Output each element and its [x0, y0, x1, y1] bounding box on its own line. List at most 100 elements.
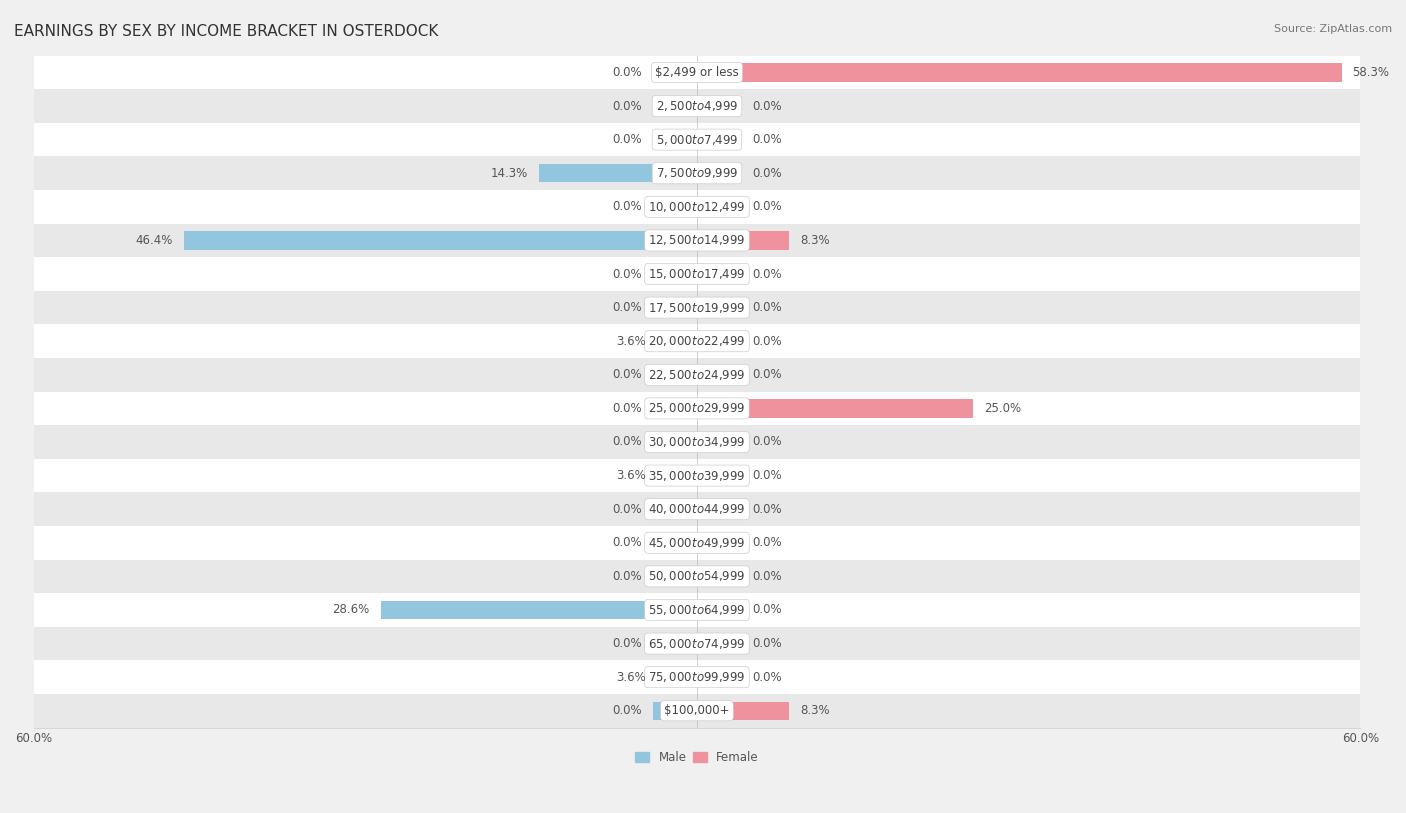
Bar [652, 198, 697, 216]
Bar [34, 224, 1361, 257]
Bar [652, 634, 697, 653]
Text: 0.0%: 0.0% [752, 537, 782, 550]
Text: 0.0%: 0.0% [612, 537, 641, 550]
Bar [697, 332, 741, 350]
Text: 0.0%: 0.0% [612, 402, 641, 415]
Text: $25,000 to $29,999: $25,000 to $29,999 [648, 402, 745, 415]
Bar [697, 366, 741, 384]
Text: 0.0%: 0.0% [752, 200, 782, 213]
Text: $65,000 to $74,999: $65,000 to $74,999 [648, 637, 745, 650]
Bar [697, 433, 741, 451]
Text: 8.3%: 8.3% [800, 234, 830, 247]
Bar [697, 198, 741, 216]
Bar [34, 89, 1361, 123]
Text: 0.0%: 0.0% [752, 368, 782, 381]
Text: 0.0%: 0.0% [612, 301, 641, 314]
Text: 0.0%: 0.0% [752, 570, 782, 583]
Bar [697, 668, 741, 686]
Bar [652, 702, 697, 720]
Text: 0.0%: 0.0% [612, 133, 641, 146]
Bar [697, 467, 741, 485]
Bar [652, 668, 697, 686]
Text: 0.0%: 0.0% [752, 99, 782, 112]
Text: $75,000 to $99,999: $75,000 to $99,999 [648, 670, 745, 685]
Text: 25.0%: 25.0% [984, 402, 1022, 415]
Text: 0.0%: 0.0% [612, 99, 641, 112]
Bar [34, 190, 1361, 224]
Text: 0.0%: 0.0% [752, 301, 782, 314]
Text: $100,000+: $100,000+ [664, 704, 730, 717]
Bar [381, 601, 697, 620]
Text: 0.0%: 0.0% [752, 502, 782, 515]
Bar [697, 97, 741, 115]
Bar [34, 324, 1361, 358]
Bar [538, 164, 697, 182]
Text: 3.6%: 3.6% [616, 469, 647, 482]
Text: $5,000 to $7,499: $5,000 to $7,499 [655, 133, 738, 146]
Bar [652, 332, 697, 350]
Text: 0.0%: 0.0% [612, 502, 641, 515]
Bar [697, 231, 789, 250]
Text: 28.6%: 28.6% [332, 603, 370, 616]
Bar [697, 130, 741, 149]
Bar [652, 467, 697, 485]
Bar [652, 500, 697, 519]
Text: $2,499 or less: $2,499 or less [655, 66, 738, 79]
Text: 0.0%: 0.0% [752, 167, 782, 180]
Text: 58.3%: 58.3% [1353, 66, 1389, 79]
Bar [697, 164, 741, 182]
Text: 46.4%: 46.4% [135, 234, 173, 247]
Text: $30,000 to $34,999: $30,000 to $34,999 [648, 435, 745, 449]
Bar [34, 493, 1361, 526]
Text: 0.0%: 0.0% [752, 267, 782, 280]
Text: $55,000 to $64,999: $55,000 to $64,999 [648, 603, 745, 617]
Text: 14.3%: 14.3% [491, 167, 527, 180]
Text: 3.6%: 3.6% [616, 671, 647, 684]
Text: $2,500 to $4,999: $2,500 to $4,999 [655, 99, 738, 113]
Text: EARNINGS BY SEX BY INCOME BRACKET IN OSTERDOCK: EARNINGS BY SEX BY INCOME BRACKET IN OST… [14, 24, 439, 39]
Bar [697, 601, 741, 620]
Bar [34, 593, 1361, 627]
Bar [697, 500, 741, 519]
Text: 0.0%: 0.0% [612, 66, 641, 79]
Text: 0.0%: 0.0% [612, 637, 641, 650]
Text: $17,500 to $19,999: $17,500 to $19,999 [648, 301, 745, 315]
Bar [697, 265, 741, 283]
Text: 0.0%: 0.0% [612, 368, 641, 381]
Bar [652, 366, 697, 384]
Text: Source: ZipAtlas.com: Source: ZipAtlas.com [1274, 24, 1392, 34]
Bar [652, 265, 697, 283]
Text: 0.0%: 0.0% [752, 335, 782, 348]
Text: 0.0%: 0.0% [752, 637, 782, 650]
Bar [34, 123, 1361, 156]
Bar [34, 291, 1361, 324]
Text: $20,000 to $22,499: $20,000 to $22,499 [648, 334, 745, 348]
Text: 0.0%: 0.0% [752, 603, 782, 616]
Bar [34, 694, 1361, 728]
Legend: Male, Female: Male, Female [630, 746, 763, 769]
Text: $22,500 to $24,999: $22,500 to $24,999 [648, 367, 745, 382]
Bar [652, 567, 697, 585]
Text: 0.0%: 0.0% [612, 267, 641, 280]
Bar [697, 298, 741, 317]
Bar [697, 399, 973, 418]
Bar [652, 97, 697, 115]
Text: 3.6%: 3.6% [616, 335, 647, 348]
Text: 8.3%: 8.3% [800, 704, 830, 717]
Bar [652, 63, 697, 81]
Bar [652, 298, 697, 317]
Bar [652, 533, 697, 552]
Text: $15,000 to $17,499: $15,000 to $17,499 [648, 267, 745, 281]
Text: $40,000 to $44,999: $40,000 to $44,999 [648, 502, 745, 516]
Bar [34, 559, 1361, 593]
Text: 0.0%: 0.0% [612, 704, 641, 717]
Text: $12,500 to $14,999: $12,500 to $14,999 [648, 233, 745, 247]
Text: 0.0%: 0.0% [752, 133, 782, 146]
Bar [697, 634, 741, 653]
Text: 0.0%: 0.0% [612, 436, 641, 449]
Bar [652, 399, 697, 418]
Bar [34, 425, 1361, 459]
Bar [697, 533, 741, 552]
Bar [697, 567, 741, 585]
Text: 0.0%: 0.0% [752, 469, 782, 482]
